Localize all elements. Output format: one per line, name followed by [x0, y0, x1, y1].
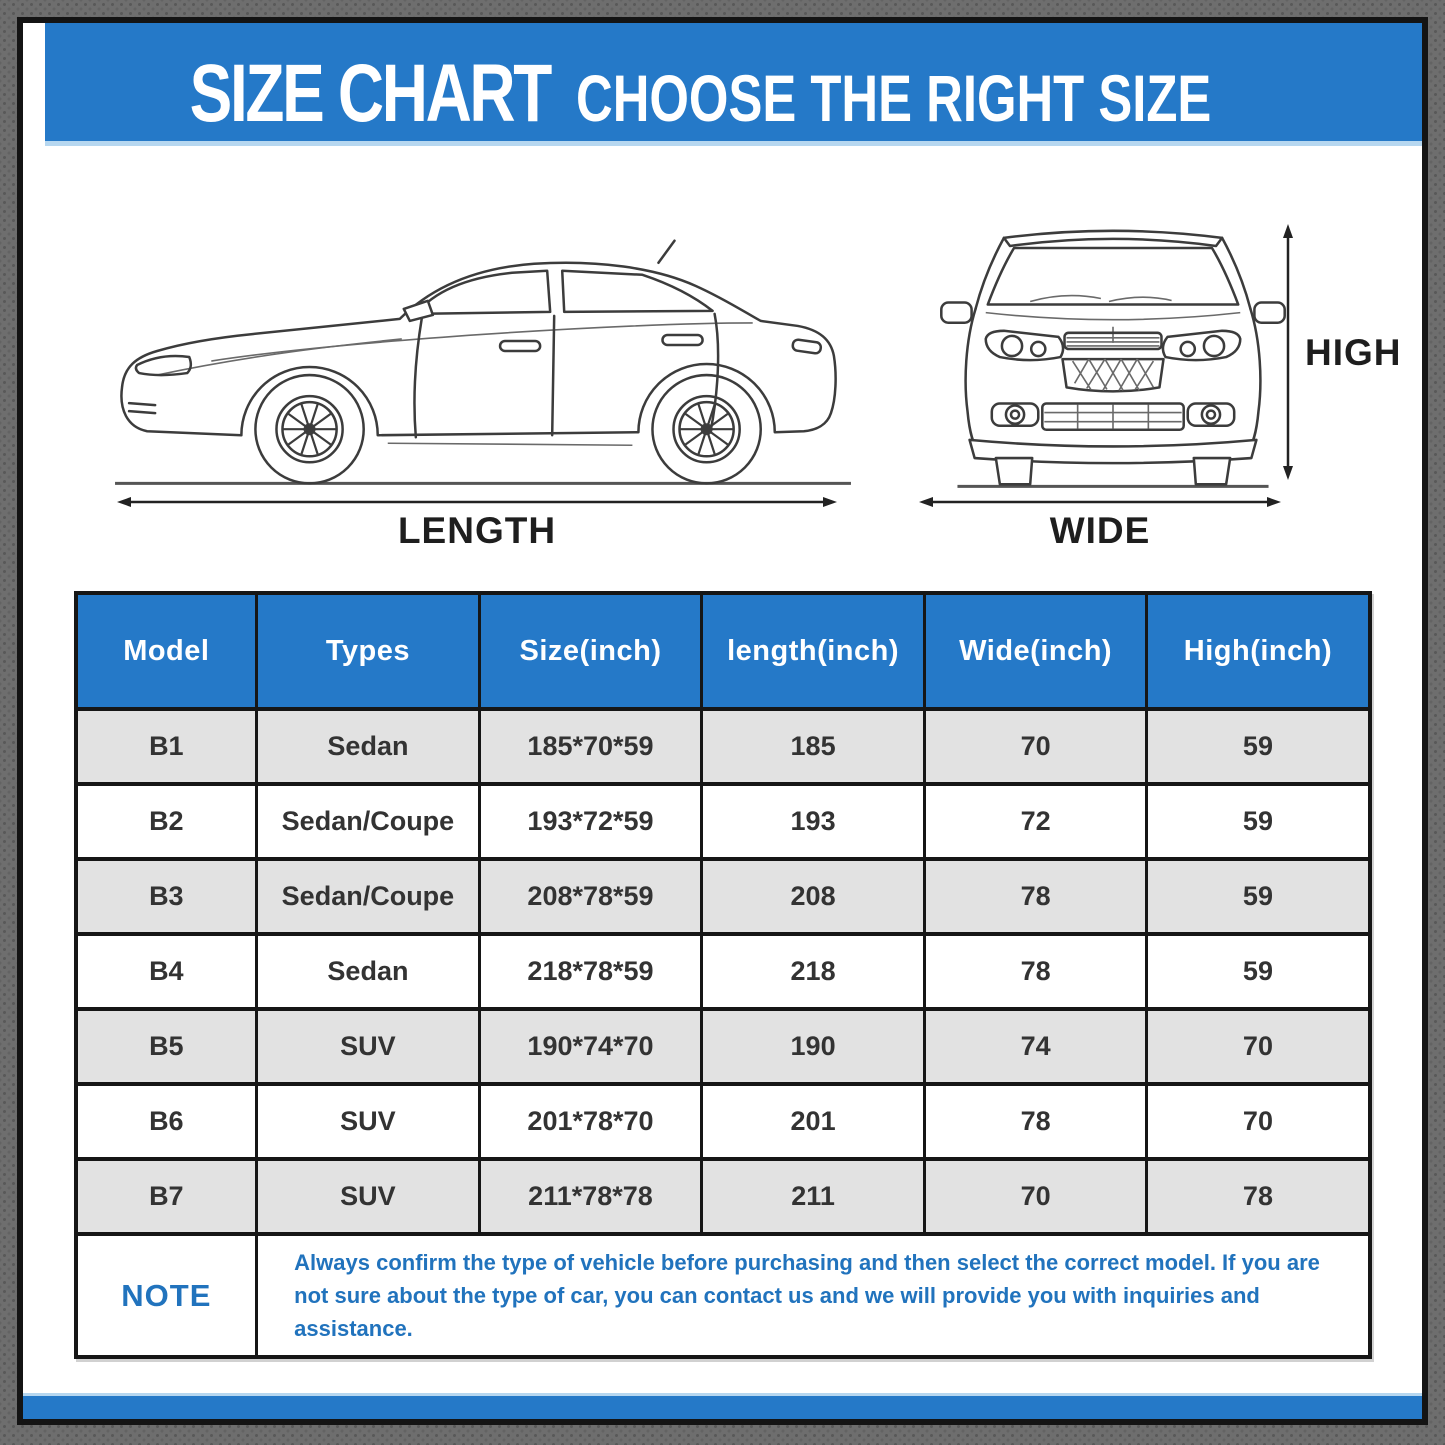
table-row: B3 Sedan/Coupe 208*78*59 208 78 59	[73, 859, 1370, 934]
table-row: B2 Sedan/Coupe 193*72*59 193 72 59	[73, 784, 1370, 859]
high-label: HIGH	[1305, 332, 1402, 373]
title-banner: SIZE CHART CHOOSE THE RIGHT SIZE	[45, 23, 1422, 146]
column-header-types: Types	[255, 593, 480, 709]
bottom-spacer	[23, 1359, 1422, 1393]
note-label: NOTE	[73, 1234, 257, 1357]
cell-size: 190*74*70	[477, 1009, 702, 1084]
size-table: Model Types Size(inch) length(inch) Wide…	[73, 591, 1372, 1359]
cell-wide: 74	[922, 1009, 1147, 1084]
cell-length: 193	[700, 784, 925, 859]
cell-model: B2	[73, 784, 257, 859]
cell-types: Sedan/Coupe	[255, 859, 480, 934]
table-row: B4 Sedan 218*78*59 218 78 59	[73, 934, 1370, 1009]
wide-arrow-icon	[919, 497, 1281, 507]
cell-high: 59	[1145, 784, 1370, 859]
cell-wide: 70	[922, 709, 1147, 784]
page-subtitle: CHOOSE THE RIGHT SIZE	[575, 61, 1212, 135]
size-table-section: Model Types Size(inch) length(inch) Wide…	[23, 591, 1422, 1359]
car-front-view-drawing	[940, 229, 1286, 488]
cell-types: SUV	[255, 1159, 480, 1234]
cell-high: 59	[1145, 709, 1370, 784]
cell-high: 78	[1145, 1159, 1370, 1234]
cell-length: 218	[700, 934, 925, 1009]
column-header-model: Model	[73, 593, 257, 709]
table-row: B6 SUV 201*78*70 201 78 70	[73, 1084, 1370, 1159]
cell-size: 211*78*78	[477, 1159, 702, 1234]
cell-length: 201	[700, 1084, 925, 1159]
high-arrow-icon	[1283, 224, 1293, 480]
cell-size: 208*78*59	[477, 859, 702, 934]
cell-wide: 78	[922, 859, 1147, 934]
cell-model: B1	[73, 709, 257, 784]
cell-size: 218*78*59	[477, 934, 702, 1009]
note-text: Always confirm the type of vehicle befor…	[255, 1234, 1370, 1357]
cell-types: Sedan/Coupe	[255, 784, 480, 859]
cell-wide: 72	[922, 784, 1147, 859]
table-row: B1 Sedan 185*70*59 185 70 59	[73, 709, 1370, 784]
cell-types: SUV	[255, 1009, 480, 1084]
cell-wide: 78	[922, 1084, 1147, 1159]
cell-model: B3	[73, 859, 257, 934]
cell-length: 190	[700, 1009, 925, 1084]
cell-high: 59	[1145, 859, 1370, 934]
column-header-length: length(inch)	[700, 593, 925, 709]
wide-label: WIDE	[1049, 510, 1151, 551]
column-header-high: High(inch)	[1145, 593, 1370, 709]
front-wheel	[254, 373, 365, 485]
column-header-wide: Wide(inch)	[922, 593, 1147, 709]
cell-model: B7	[73, 1159, 257, 1234]
cell-high: 70	[1145, 1009, 1370, 1084]
cell-wide: 70	[922, 1159, 1147, 1234]
cell-length: 185	[700, 709, 925, 784]
car-dimension-diagram: LENGTH WIDE HIGH	[23, 146, 1422, 591]
table-header-row: Model Types Size(inch) length(inch) Wide…	[73, 593, 1370, 709]
cell-high: 59	[1145, 934, 1370, 1009]
cell-length: 208	[700, 859, 925, 934]
length-label: LENGTH	[397, 510, 557, 551]
cell-model: B4	[73, 934, 257, 1009]
note-row: NOTE Always confirm the type of vehicle …	[73, 1234, 1370, 1357]
cell-length: 211	[700, 1159, 925, 1234]
bottom-accent-strip	[23, 1393, 1422, 1419]
framed-panel: SIZE CHART CHOOSE THE RIGHT SIZE	[17, 17, 1428, 1425]
cell-model: B5	[73, 1009, 257, 1084]
length-arrow-icon	[117, 497, 837, 507]
table-row: B5 SUV 190*74*70 190 74 70	[73, 1009, 1370, 1084]
cell-types: Sedan	[255, 934, 480, 1009]
column-header-size: Size(inch)	[477, 593, 702, 709]
cell-size: 185*70*59	[477, 709, 702, 784]
cell-size: 193*72*59	[477, 784, 702, 859]
cell-wide: 78	[922, 934, 1147, 1009]
rear-wheel	[651, 373, 762, 485]
cell-types: Sedan	[255, 709, 480, 784]
panel-content: SIZE CHART CHOOSE THE RIGHT SIZE	[23, 23, 1422, 1419]
cell-size: 201*78*70	[477, 1084, 702, 1159]
page-title: SIZE CHART	[189, 48, 553, 139]
table-row: B7 SUV 211*78*78 211 70 78	[73, 1159, 1370, 1234]
cell-high: 70	[1145, 1084, 1370, 1159]
car-side-view-drawing	[115, 239, 851, 485]
cell-types: SUV	[255, 1084, 480, 1159]
cell-model: B6	[73, 1084, 257, 1159]
